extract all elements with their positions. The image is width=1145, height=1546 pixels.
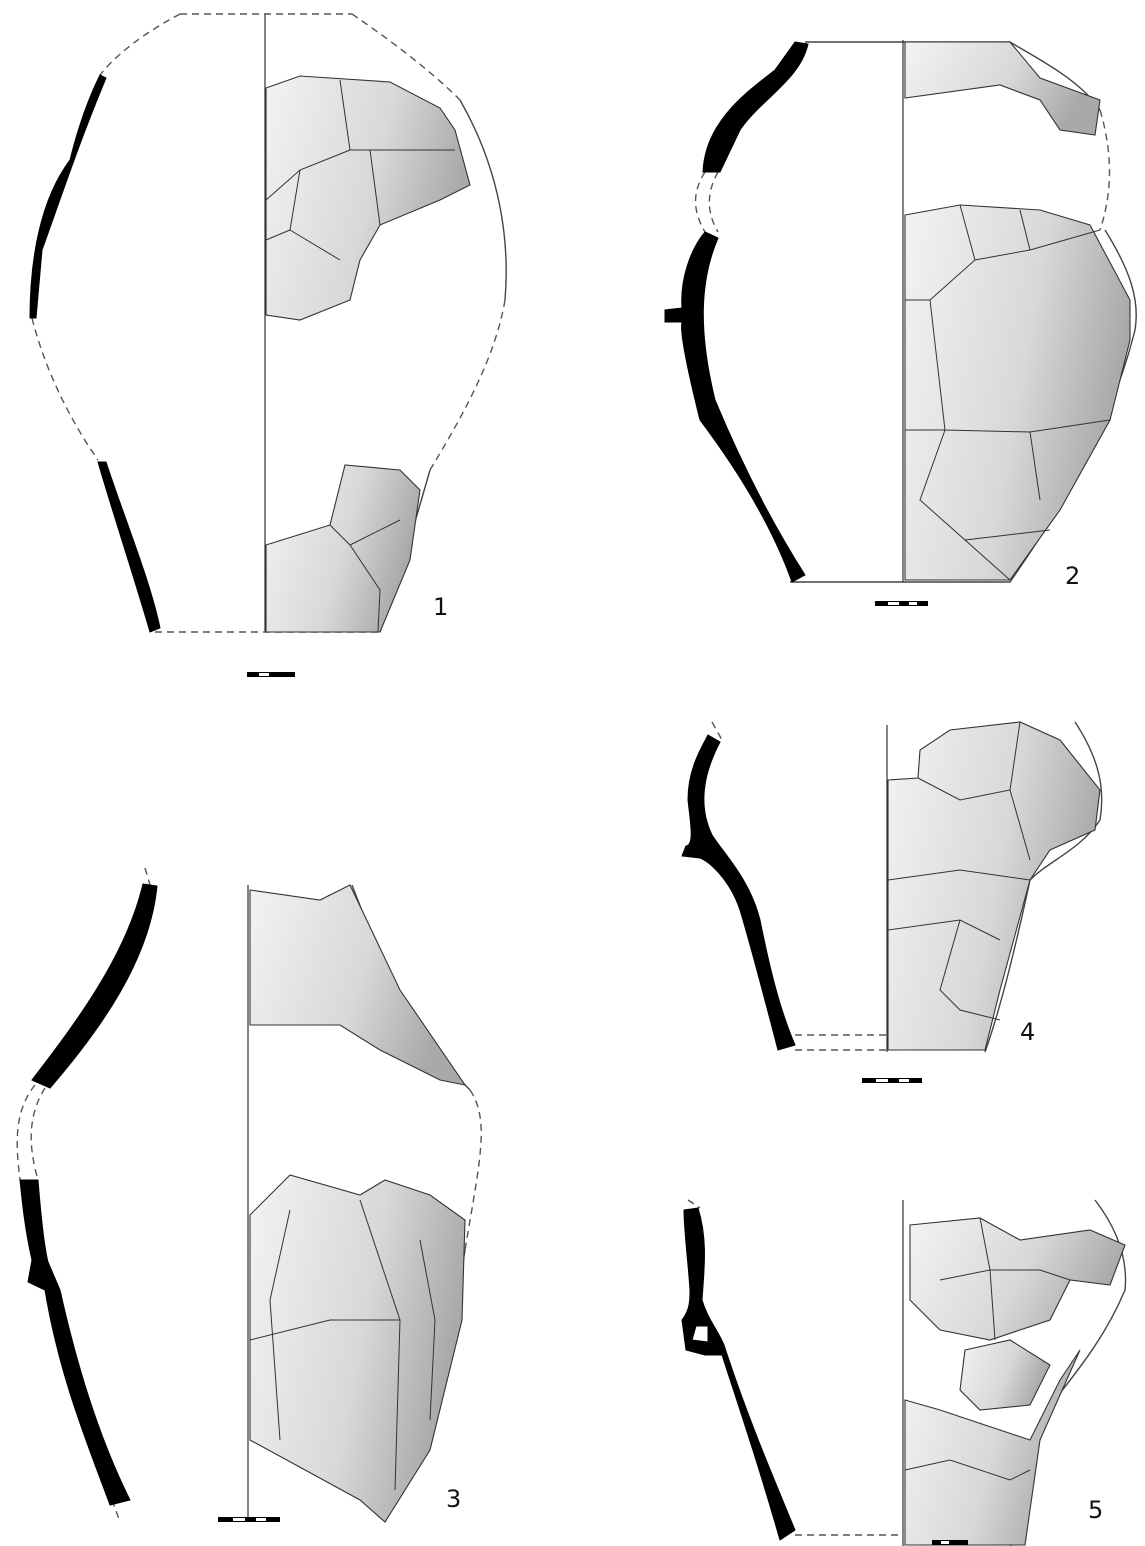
section xyxy=(703,42,808,172)
scale-bar xyxy=(862,1078,922,1083)
section xyxy=(20,1180,130,1505)
scale-bar xyxy=(256,1518,266,1521)
sherd xyxy=(266,76,470,320)
scale-bar xyxy=(888,602,899,605)
reconstruction-line xyxy=(688,1200,903,1546)
vessel-4: 4 xyxy=(682,722,1102,1083)
scale-bar xyxy=(247,672,295,677)
scale-bar xyxy=(941,1541,949,1544)
figure-number: 4 xyxy=(1020,1018,1035,1046)
scale-bar xyxy=(876,1079,888,1082)
scale-bar xyxy=(233,1518,245,1521)
sherd xyxy=(905,205,1130,580)
sherd xyxy=(888,722,1100,1050)
section xyxy=(682,735,795,1050)
scale-bar xyxy=(218,1517,280,1522)
vessel-5: 5 xyxy=(682,1200,1126,1546)
figure-number: 2 xyxy=(1065,562,1080,590)
page: {"figures": [{"label": "1"}, {"label": "… xyxy=(0,0,1145,1546)
scale-bar xyxy=(875,601,928,606)
vessel-2: 2 xyxy=(665,40,1136,606)
scale-bar xyxy=(259,673,269,676)
sherd xyxy=(250,885,465,1085)
section xyxy=(682,1208,795,1540)
section xyxy=(98,462,160,632)
plate: 1 2 3 4 xyxy=(0,0,1145,1546)
sherd xyxy=(905,42,1100,135)
vessel-1: 1 xyxy=(30,14,506,677)
scale-bar xyxy=(932,1540,968,1545)
vessel-3: 3 xyxy=(17,868,481,1522)
sherd xyxy=(250,1175,465,1522)
sherd xyxy=(960,1340,1050,1410)
scale-bar xyxy=(909,602,917,605)
section xyxy=(665,232,805,582)
figure-number: 1 xyxy=(433,593,448,621)
section xyxy=(32,884,157,1088)
sherd xyxy=(910,1218,1125,1340)
sherd xyxy=(266,465,420,632)
section xyxy=(30,75,106,318)
figure-number: 5 xyxy=(1088,1496,1103,1524)
figure-number: 3 xyxy=(446,1485,461,1513)
scale-bar xyxy=(899,1079,909,1082)
